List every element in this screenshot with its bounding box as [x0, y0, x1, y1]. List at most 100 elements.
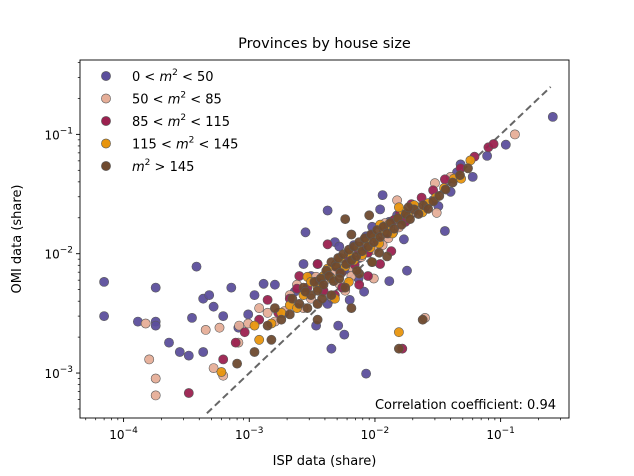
scatter-point	[431, 207, 442, 218]
scatter-point	[389, 223, 399, 234]
scatter-point	[262, 294, 273, 305]
scatter-point	[455, 170, 465, 181]
scatter-point	[375, 259, 385, 269]
scatter-point	[243, 309, 254, 320]
scatter-point	[326, 343, 337, 354]
scatter-point	[262, 320, 273, 331]
y-axis-title: OMI data (share)	[10, 184, 25, 293]
scatter-point	[298, 259, 309, 269]
scatter-point	[361, 368, 371, 379]
scatter-point	[393, 343, 404, 354]
x-tick-label: 10−1	[486, 426, 515, 442]
scatter-point	[258, 278, 269, 289]
scatter-point	[200, 324, 211, 335]
correlation-annotation: Correlation coefficient: 0.94	[375, 398, 556, 413]
scatter-point	[367, 257, 377, 267]
scatter-point	[488, 139, 499, 149]
y-tick-label: 10−3	[44, 365, 73, 381]
scatter-point	[269, 303, 280, 313]
scatter-point	[322, 205, 333, 216]
scatter-point	[500, 139, 511, 150]
scatter-point	[249, 347, 260, 357]
scatter-point	[150, 282, 161, 293]
scatter-point	[239, 327, 250, 338]
scatter-point	[276, 314, 287, 325]
scatter-point	[384, 276, 395, 286]
scatter-point	[403, 202, 414, 213]
scatter-point	[359, 286, 369, 297]
scatter-point	[402, 265, 412, 276]
legend-marker	[101, 161, 111, 171]
scatter-point	[254, 303, 265, 313]
series-4	[232, 163, 473, 369]
scatter-point	[174, 347, 185, 357]
scatter-point	[382, 251, 392, 262]
scatter-point	[363, 271, 373, 281]
scatter-point	[249, 320, 260, 331]
scatter-point	[294, 271, 305, 281]
scatter-point	[447, 177, 458, 188]
scatter-point	[208, 301, 219, 312]
scatter-point	[269, 279, 280, 290]
scatter-point	[340, 214, 351, 224]
scatter-point	[374, 247, 384, 258]
scatter-point	[547, 112, 558, 122]
scatter-point	[467, 171, 478, 182]
scatter-point	[413, 209, 424, 219]
scatter-point	[226, 282, 237, 293]
scatter-point	[417, 314, 428, 325]
legend-marker	[101, 93, 111, 104]
y-axis: 10−3 10−2 10−1	[44, 62, 80, 410]
legend-label: m2 > 145	[132, 158, 194, 175]
scatter-point	[346, 303, 357, 313]
scatter-point	[333, 320, 344, 331]
legend-marker	[101, 116, 111, 126]
x-tick-label: 10−4	[109, 426, 138, 442]
scatter-point	[377, 190, 388, 200]
scatter-point	[287, 293, 298, 304]
scatter-point	[318, 279, 329, 290]
scatter-point	[364, 210, 375, 221]
scatter-point	[99, 276, 109, 287]
scatter-point	[317, 293, 327, 304]
legend-label: 85 < m2 < 115	[132, 113, 230, 130]
scatter-point	[144, 354, 155, 365]
scatter-point	[339, 329, 350, 340]
x-axis: 10−4 10−3 10−2 10−1	[85, 418, 561, 442]
scatter-point	[352, 265, 362, 276]
scatter-point	[99, 311, 109, 321]
scatter-point	[249, 290, 260, 300]
scatter-point	[218, 311, 229, 321]
scatter-point	[266, 334, 277, 345]
x-tick-label: 10−2	[361, 426, 390, 442]
legend-label: 115 < m2 < 145	[132, 136, 238, 153]
scatter-point	[322, 239, 333, 250]
scatter-point	[218, 354, 229, 365]
scatter-point	[204, 290, 215, 300]
scatter-point	[434, 190, 445, 201]
scatter-point	[230, 337, 241, 348]
scatter-point	[216, 367, 227, 377]
scatter-point	[382, 228, 392, 239]
y-tick-label: 10−1	[44, 126, 73, 142]
scatter-point	[232, 358, 242, 369]
scatter-point	[354, 279, 365, 290]
scatter-point	[334, 241, 345, 252]
scatter-point	[302, 303, 313, 313]
points-layer	[99, 112, 558, 401]
scatter-point	[254, 334, 265, 345]
legend-marker	[101, 71, 111, 81]
scatter-point	[326, 290, 337, 300]
scatter-point	[150, 373, 161, 384]
scatter-point	[214, 322, 225, 333]
scatter-point	[262, 307, 273, 318]
scatter-point	[191, 261, 202, 272]
scatter-point	[198, 347, 209, 357]
scatter-point	[294, 298, 305, 309]
scatter-point	[187, 312, 197, 323]
legend-marker	[101, 138, 111, 149]
scatter-point	[312, 314, 323, 325]
scatter-point	[234, 320, 244, 331]
scatter-point	[440, 184, 451, 195]
scatter-point	[398, 234, 409, 245]
